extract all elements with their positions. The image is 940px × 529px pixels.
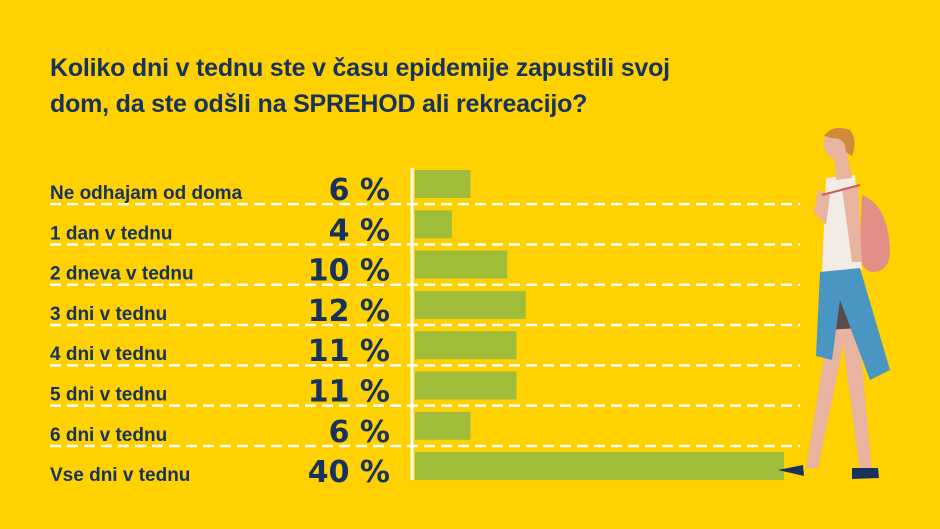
value-label: 11 % — [308, 375, 390, 410]
value-label: 6 % — [329, 173, 390, 208]
bar — [415, 210, 452, 239]
bar — [415, 170, 471, 198]
value-label: 11 % — [308, 334, 390, 369]
bar — [415, 371, 517, 400]
category-label: Vse dni v tednu — [50, 465, 190, 486]
bar — [415, 290, 526, 319]
title-line-1: Koliko dni v tednu ste v času epidemije … — [50, 54, 670, 82]
row-separators — [50, 202, 800, 448]
category-label: 1 dan v tednu — [50, 223, 172, 244]
title-line-2-bold: SPREHOD — [293, 90, 416, 118]
bars — [415, 170, 784, 481]
bar — [415, 331, 517, 360]
title-line-2-post: ali rekreacijo? — [415, 90, 588, 118]
category-label: 3 dni v tednu — [50, 304, 167, 325]
bar — [415, 411, 471, 440]
category-label: 5 dni v tednu — [50, 385, 167, 406]
value-label: 6 % — [329, 415, 390, 450]
bar — [415, 452, 784, 481]
value-label: 10 % — [308, 254, 390, 289]
bar — [415, 250, 508, 279]
category-label: 6 dni v tednu — [50, 425, 167, 446]
value-label: 4 % — [329, 213, 390, 248]
value-labels: 6 % 4 % 10 % 12 % 11 % 11 % 6 % 40 % — [308, 173, 390, 490]
category-label: Ne odhajam od doma — [50, 183, 243, 204]
category-label: 4 dni v tednu — [50, 344, 167, 365]
value-label: 40 % — [308, 455, 390, 490]
category-label: 2 dneva v tednu — [50, 264, 194, 285]
value-label: 12 % — [308, 294, 390, 329]
title-line-2-pre: dom, da ste odšli na — [50, 90, 294, 118]
chart-title: Koliko dni v tednu ste v času epidemije … — [50, 50, 770, 122]
category-labels: Ne odhajam od doma 1 dan v tednu 2 dneva v… — [50, 183, 243, 486]
walking-woman-with-backpack-icon — [778, 128, 890, 479]
